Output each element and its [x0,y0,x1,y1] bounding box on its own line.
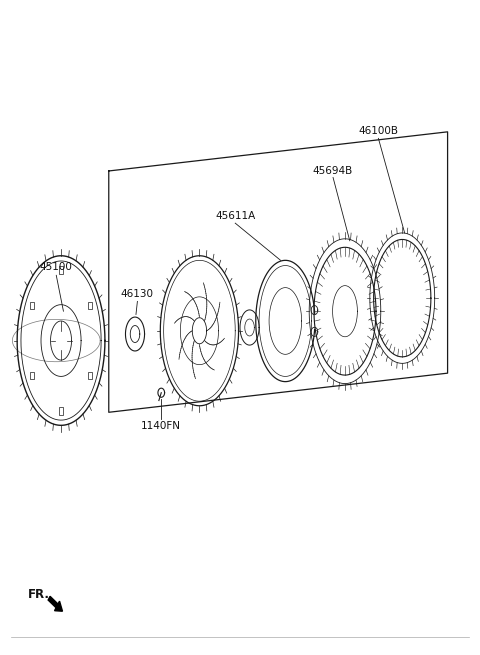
Text: 46130: 46130 [121,290,154,299]
Text: 1140FN: 1140FN [141,421,181,431]
Text: FR.: FR. [28,588,49,601]
Text: 46100B: 46100B [359,126,398,136]
FancyArrow shape [48,596,62,611]
Text: 45611A: 45611A [215,211,255,221]
Text: 45694B: 45694B [313,166,353,176]
Text: 45100: 45100 [40,262,72,272]
